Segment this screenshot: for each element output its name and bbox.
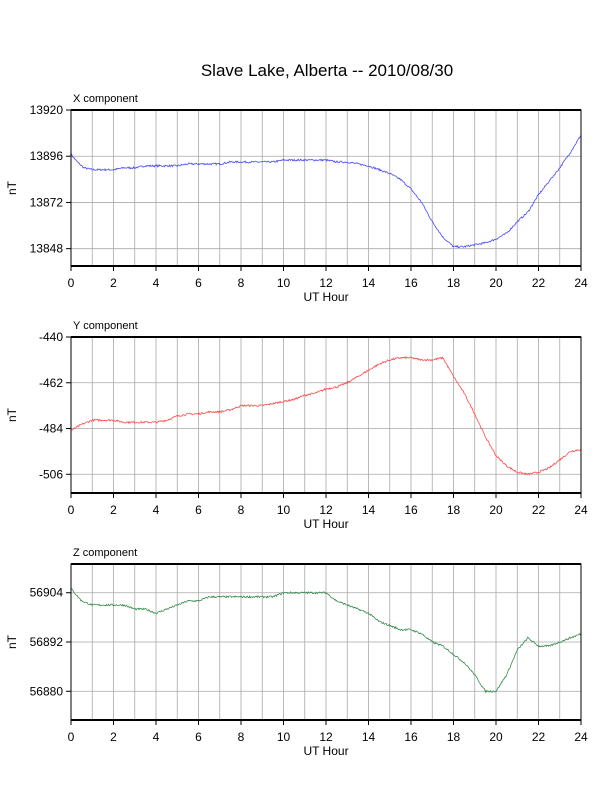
x-ytick-label: 13920 [30,103,64,117]
y-xtick-label: 18 [447,503,461,517]
x-xtick-label: 2 [110,276,117,290]
x-ytick-label: 13848 [30,242,64,256]
z-xtick-label: 10 [277,730,291,744]
z-xaxis-label: UT Hour [303,744,348,758]
x-xtick-label: 6 [195,276,202,290]
z-xtick-label: 12 [319,730,333,744]
x-xtick-label: 0 [68,276,75,290]
y-ytick-label: -484 [39,422,63,436]
y-xtick-label: 8 [238,503,245,517]
z-xtick-label: 6 [195,730,202,744]
y-ytick-label: -506 [39,467,63,481]
x-xtick-label: 10 [277,276,291,290]
z-xtick-label: 14 [362,730,376,744]
x-xtick-label: 20 [489,276,503,290]
y-xtick-label: 24 [574,503,588,517]
x-xtick-label: 14 [362,276,376,290]
z-yaxis-label: nT [5,634,19,649]
y-panel-label: Y component [73,320,138,332]
x-xtick-label: 16 [404,276,418,290]
x-xtick-label: 4 [153,276,160,290]
y-xtick-label: 22 [532,503,546,517]
z-xtick-label: 2 [110,730,117,744]
z-xtick-label: 20 [489,730,503,744]
y-ytick-label: -440 [39,330,63,344]
chart-title: Slave Lake, Alberta -- 2010/08/30 [201,61,453,80]
x-xaxis-label: UT Hour [303,290,348,304]
z-ytick-label: 56880 [30,684,64,698]
x-ytick-label: 13896 [30,149,64,163]
y-xtick-label: 16 [404,503,418,517]
z-xtick-label: 0 [68,730,75,744]
z-component-series-line [70,588,582,694]
y-xaxis-label: UT Hour [303,517,348,531]
z-ytick-label: 56892 [30,635,64,649]
z-xtick-label: 22 [532,730,546,744]
x-panel-label: X component [73,93,138,105]
x-xtick-label: 8 [238,276,245,290]
y-xtick-label: 14 [362,503,376,517]
y-yaxis-label: nT [5,407,19,422]
z-xtick-label: 8 [238,730,245,744]
z-xtick-label: 4 [153,730,160,744]
y-xtick-label: 6 [195,503,202,517]
z-xtick-label: 24 [574,730,588,744]
x-yaxis-label: nT [5,180,19,195]
z-panel-label: Z component [73,547,137,559]
x-xtick-label: 12 [319,276,333,290]
y-xtick-label: 4 [153,503,160,517]
y-xtick-label: 10 [277,503,291,517]
y-xtick-label: 20 [489,503,503,517]
y-ytick-label: -462 [39,376,63,390]
x-xtick-label: 24 [574,276,588,290]
z-ytick-label: 56904 [30,586,64,600]
y-xtick-label: 0 [68,503,75,517]
y-component-series-line [70,356,582,476]
z-xtick-label: 16 [404,730,418,744]
x-xtick-label: 22 [532,276,546,290]
z-xtick-label: 18 [447,730,461,744]
x-xtick-label: 18 [447,276,461,290]
y-xtick-label: 2 [110,503,117,517]
x-ytick-label: 13872 [30,195,64,209]
x-component-series-line [70,134,582,249]
y-xtick-label: 12 [319,503,333,517]
